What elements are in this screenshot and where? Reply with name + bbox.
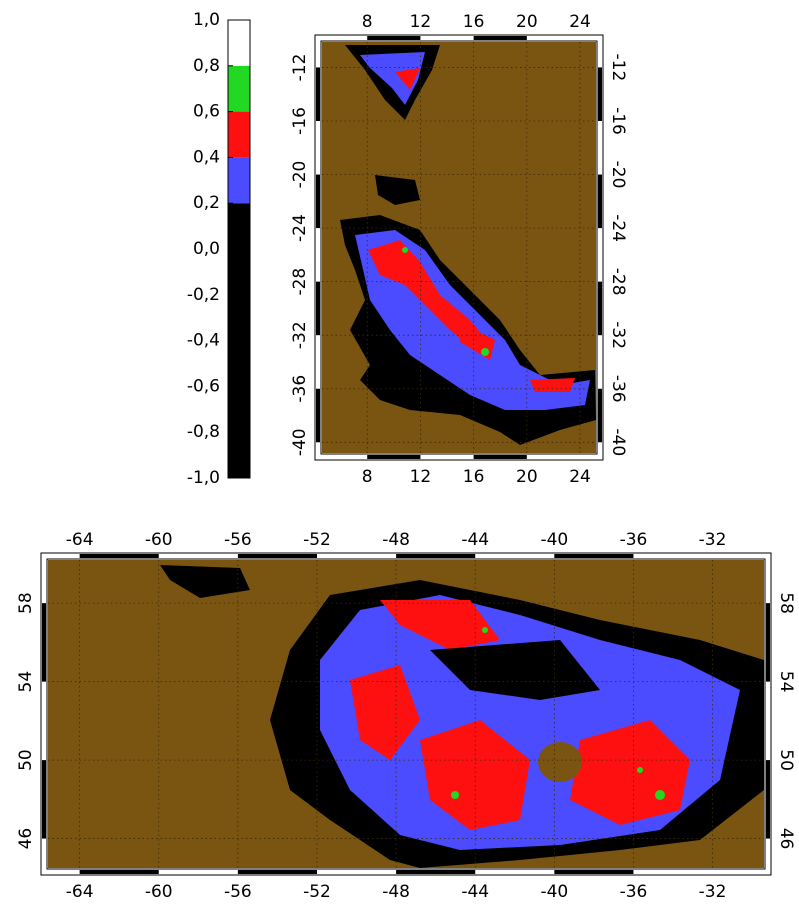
frame-stripe [316, 67, 320, 121]
map-frame-inner [320, 40, 598, 455]
colorbar-tick-label: 1,0 [193, 10, 220, 30]
frame-stripe [42, 760, 46, 839]
x-tick-label: -64 [66, 882, 94, 902]
frame-stripe [237, 870, 317, 874]
y-tick-label: -20 [608, 161, 628, 189]
x-tick-label: -64 [66, 530, 94, 550]
colorbar-band [228, 65, 250, 112]
y-tick-label: 50 [16, 749, 36, 771]
x-tick-label: 12 [410, 467, 432, 487]
x-tick-label: 16 [463, 12, 485, 32]
frame-stripe [598, 67, 602, 121]
x-tick-label: -32 [699, 530, 727, 550]
x-tick-label: -36 [620, 882, 648, 902]
x-tick-label: -56 [224, 882, 252, 902]
frame-stripe [554, 870, 634, 874]
map-frame-outer [314, 34, 604, 461]
colorbar-tick-label: 0,4 [193, 147, 220, 167]
y-tick-label: -20 [290, 161, 310, 189]
frame-stripe [473, 36, 527, 40]
frame-stripe [79, 870, 159, 874]
x-tick-label: 20 [516, 467, 538, 487]
x-tick-label: 12 [410, 12, 432, 32]
frame-stripe [554, 554, 634, 558]
frame-stripe [473, 455, 527, 459]
x-tick-label: -52 [303, 882, 331, 902]
y-tick-label: -40 [290, 428, 310, 456]
frame-stripe [598, 281, 602, 336]
colorbar-tick-label: 0,2 [193, 193, 220, 213]
colorbar-tick-label: -1,0 [187, 468, 220, 488]
colorbar-tick-label: 0,8 [193, 56, 220, 76]
frame-stripe [396, 870, 476, 874]
x-tick-label: 8 [362, 467, 373, 487]
colorbar-band [228, 111, 250, 158]
y-tick-label: 54 [16, 671, 36, 693]
y-tick-label: -28 [608, 268, 628, 296]
frame-stripe [598, 388, 602, 443]
y-tick-label: -36 [290, 375, 310, 403]
x-tick-label: 20 [516, 12, 538, 32]
frame-stripe [316, 388, 320, 443]
x-tick-label: 16 [463, 467, 485, 487]
colorbar-tick-label: -0,6 [187, 376, 220, 396]
colorbar-tick-label: -0,8 [187, 422, 220, 442]
x-tick-label: -60 [145, 882, 173, 902]
y-tick-label: 50 [776, 749, 796, 771]
map-frame-inner [46, 558, 766, 870]
frame-stripe [766, 603, 770, 682]
x-tick-label: -60 [145, 530, 173, 550]
x-tick-label: -44 [461, 882, 489, 902]
x-tick-label: -44 [461, 530, 489, 550]
y-tick-label: -36 [608, 375, 628, 403]
y-tick-label: -32 [290, 321, 310, 349]
frame-stripe [598, 174, 602, 229]
bottom-map-field [160, 565, 764, 868]
y-tick-label: -40 [608, 428, 628, 456]
y-tick-label: -28 [290, 268, 310, 296]
frame-stripe [42, 603, 46, 682]
colorbar-tick-label: 0,0 [193, 239, 220, 259]
y-tick-label: -24 [290, 214, 310, 242]
y-tick-label: -16 [290, 107, 310, 135]
x-tick-label: -48 [382, 882, 410, 902]
y-tick-label: -12 [290, 54, 310, 82]
x-tick-label: 24 [569, 12, 591, 32]
frame-stripe [396, 554, 476, 558]
x-tick-label: -52 [303, 530, 331, 550]
x-tick-label: -40 [540, 530, 568, 550]
colorbar-band [228, 157, 250, 204]
x-tick-label: -56 [224, 530, 252, 550]
top-map-field [340, 45, 596, 445]
y-tick-label: -32 [608, 321, 628, 349]
x-tick-label: -48 [382, 530, 410, 550]
y-tick-label: -24 [608, 214, 628, 242]
x-tick-label: 8 [362, 12, 373, 32]
y-tick-label: 46 [16, 828, 36, 850]
frame-stripe [316, 174, 320, 229]
y-tick-label: -12 [608, 54, 628, 82]
y-tick-label: 58 [16, 592, 36, 614]
colorbar-tick-label: -0,2 [187, 285, 220, 305]
frame-stripe [367, 455, 421, 459]
colorbar-tick-label: 0,6 [193, 102, 220, 122]
y-tick-label: -16 [608, 107, 628, 135]
colorbar-band [228, 20, 250, 66]
y-tick-label: 58 [776, 592, 796, 614]
frame-stripe [367, 36, 421, 40]
frame-stripe [237, 554, 317, 558]
frame-stripe [79, 554, 159, 558]
y-tick-label: 54 [776, 671, 796, 693]
x-tick-label: 24 [569, 467, 591, 487]
x-tick-label: -40 [540, 882, 568, 902]
colorbar-band [228, 203, 250, 478]
x-tick-label: -36 [620, 530, 648, 550]
frame-stripe [316, 281, 320, 336]
y-tick-label: 46 [776, 828, 796, 850]
x-tick-label: -32 [699, 882, 727, 902]
frame-stripe [766, 760, 770, 839]
colorbar-tick-label: -0,4 [187, 331, 220, 351]
map-frame-outer [40, 552, 772, 876]
